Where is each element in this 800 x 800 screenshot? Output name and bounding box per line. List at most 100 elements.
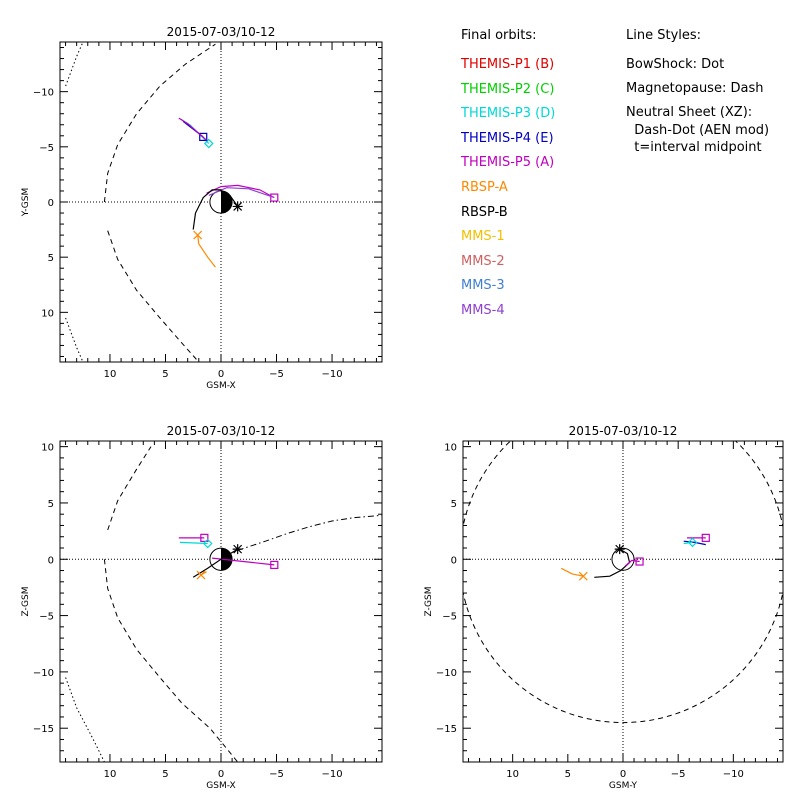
- y-tick-label: 5: [48, 253, 54, 264]
- y-tick-label: 10: [444, 443, 457, 454]
- orbit-line: [208, 187, 275, 199]
- legend-style-line: BowShock: Dot: [626, 57, 725, 72]
- x-tick-label: −10: [723, 769, 744, 780]
- orbit-marker: [202, 538, 213, 549]
- legend-item: THEMIS-P4 (E): [461, 130, 554, 146]
- y-tick-label: 5: [451, 499, 457, 510]
- orbit-marker: [614, 544, 625, 555]
- orbit-line: [560, 567, 584, 577]
- orbit-line: [624, 559, 640, 567]
- orbit-marker: [199, 132, 208, 141]
- neutral-sheet-boundary: [237, 514, 382, 551]
- legend-item: THEMIS-P1 (B): [461, 57, 555, 72]
- y-axis-label: Y-GSM: [21, 188, 31, 217]
- magnetopause-boundary: [103, 43, 216, 203]
- y-tick-label: −10: [33, 88, 54, 99]
- y-tick-label: −5: [39, 612, 54, 623]
- y-tick-label: 10: [41, 443, 54, 454]
- orbit-marker: [270, 560, 279, 569]
- x-tick-label: 0: [218, 769, 224, 780]
- orbit-line: [197, 235, 216, 268]
- bowshock-boundary: [65, 42, 84, 87]
- x-tick-label: −5: [269, 769, 284, 780]
- plot-area: [60, 441, 382, 762]
- y-tick-label: 0: [451, 555, 457, 566]
- y-tick-label: 0: [48, 555, 54, 566]
- legend-orbits-heading: Final orbits:: [461, 28, 537, 43]
- orbit-marker: [687, 537, 698, 548]
- x-tick-label: 5: [162, 369, 168, 380]
- y-tick-label: −5: [39, 143, 54, 154]
- y-tick-label: 0: [48, 198, 54, 209]
- orbit-line: [594, 548, 631, 578]
- x-tick-label: −5: [269, 369, 284, 380]
- legend-style-line: Magnetopause: Dash: [626, 81, 764, 96]
- earth-night-side: [221, 190, 233, 214]
- bowshock-boundary: [65, 677, 105, 762]
- orbit-marker: [701, 533, 710, 542]
- orbit-marker: [635, 557, 644, 566]
- bowshock-lower-boundary: [65, 317, 84, 362]
- y-tick-label: −15: [436, 724, 457, 735]
- x-tick-label: −10: [321, 369, 342, 380]
- x-tick-label: 5: [565, 769, 571, 780]
- orbit-line: [206, 184, 275, 199]
- x-tick-label: 0: [218, 369, 224, 380]
- orbit-line: [178, 117, 207, 141]
- legend-style-line: t=interval midpoint: [626, 140, 762, 155]
- orbit-marker: [232, 201, 243, 212]
- orbit-marker: [578, 571, 588, 581]
- orbit-marker: [232, 544, 243, 555]
- panel-1: 10 5 0 −5 −10 −10 −5 0 5 10 2015-07-03/10-12 GSM-X Y…: [21, 25, 383, 391]
- legend-item: RBSP-A: [461, 180, 508, 195]
- legend-item: THEMIS-P3 (D): [461, 106, 556, 122]
- magnetopause-upper-boundary: [107, 446, 152, 531]
- magnetopause-boundary: [463, 441, 783, 724]
- legend-item: MMS-4: [461, 303, 505, 318]
- magnetopause-lower-boundary: [107, 230, 200, 362]
- y-axis-label: Z-GSM: [21, 586, 31, 616]
- chart-title: 2015-07-03/10-12: [167, 25, 276, 39]
- x-axis-label: GSM-Y: [609, 781, 638, 791]
- legend-item: MMS-3: [461, 278, 505, 294]
- x-axis-label: GSM-X: [206, 781, 235, 791]
- orbit-line: [192, 189, 239, 230]
- y-tick-label: 5: [48, 499, 54, 510]
- orbit-marker: [196, 570, 206, 580]
- x-tick-label: 5: [162, 769, 168, 780]
- y-tick-label: −5: [442, 612, 457, 623]
- x-tick-label: 10: [506, 769, 519, 780]
- legend-item: MMS-1: [461, 229, 505, 245]
- y-tick-label: −10: [436, 668, 457, 679]
- orbit-line: [683, 540, 706, 546]
- x-tick-label: −10: [321, 769, 342, 780]
- legend-style-line: Dash-Dot (AEN mod): [626, 123, 770, 138]
- x-tick-label: 10: [104, 369, 117, 380]
- x-tick-label: −5: [671, 769, 686, 780]
- x-tick-label: 0: [620, 769, 626, 780]
- plot-area: [60, 42, 382, 362]
- y-axis-label: Z-GSM: [424, 586, 434, 616]
- orbit-line: [212, 557, 275, 566]
- orbit-marker: [203, 138, 214, 149]
- chart-title: 2015-07-03/10-12: [167, 424, 276, 438]
- panel-2: 10 5 0 −5 −10 10 5 0 −5 −10 −15 2015-07-03/10-12 GSM…: [21, 424, 383, 791]
- orbit-marker: [200, 533, 209, 542]
- orbit-line: [683, 541, 693, 545]
- y-tick-label: 10: [41, 308, 54, 319]
- panel-3: 10 5 0 −5 −10 10 5 0 −5 −10 −15 2015-07-03/10-12 GSM…: [424, 424, 784, 791]
- legend-item: RBSP-B: [461, 204, 508, 220]
- x-tick-label: 10: [104, 769, 117, 780]
- y-tick-label: −10: [33, 668, 54, 679]
- chart-title: 2015-07-03/10-12: [569, 424, 678, 438]
- legend-item: MMS-2: [461, 253, 505, 269]
- x-axis-label: GSM-X: [206, 381, 235, 391]
- magnetopause-boundary: [103, 559, 239, 762]
- plot-area: [463, 441, 783, 762]
- legend-styles-heading: Line Styles:: [626, 28, 702, 43]
- legend-item: THEMIS-P2 (C): [461, 81, 555, 97]
- y-tick-label: −15: [33, 724, 54, 735]
- legend-style-line: Neutral Sheet (XZ):: [626, 105, 753, 120]
- earth: [611, 547, 635, 571]
